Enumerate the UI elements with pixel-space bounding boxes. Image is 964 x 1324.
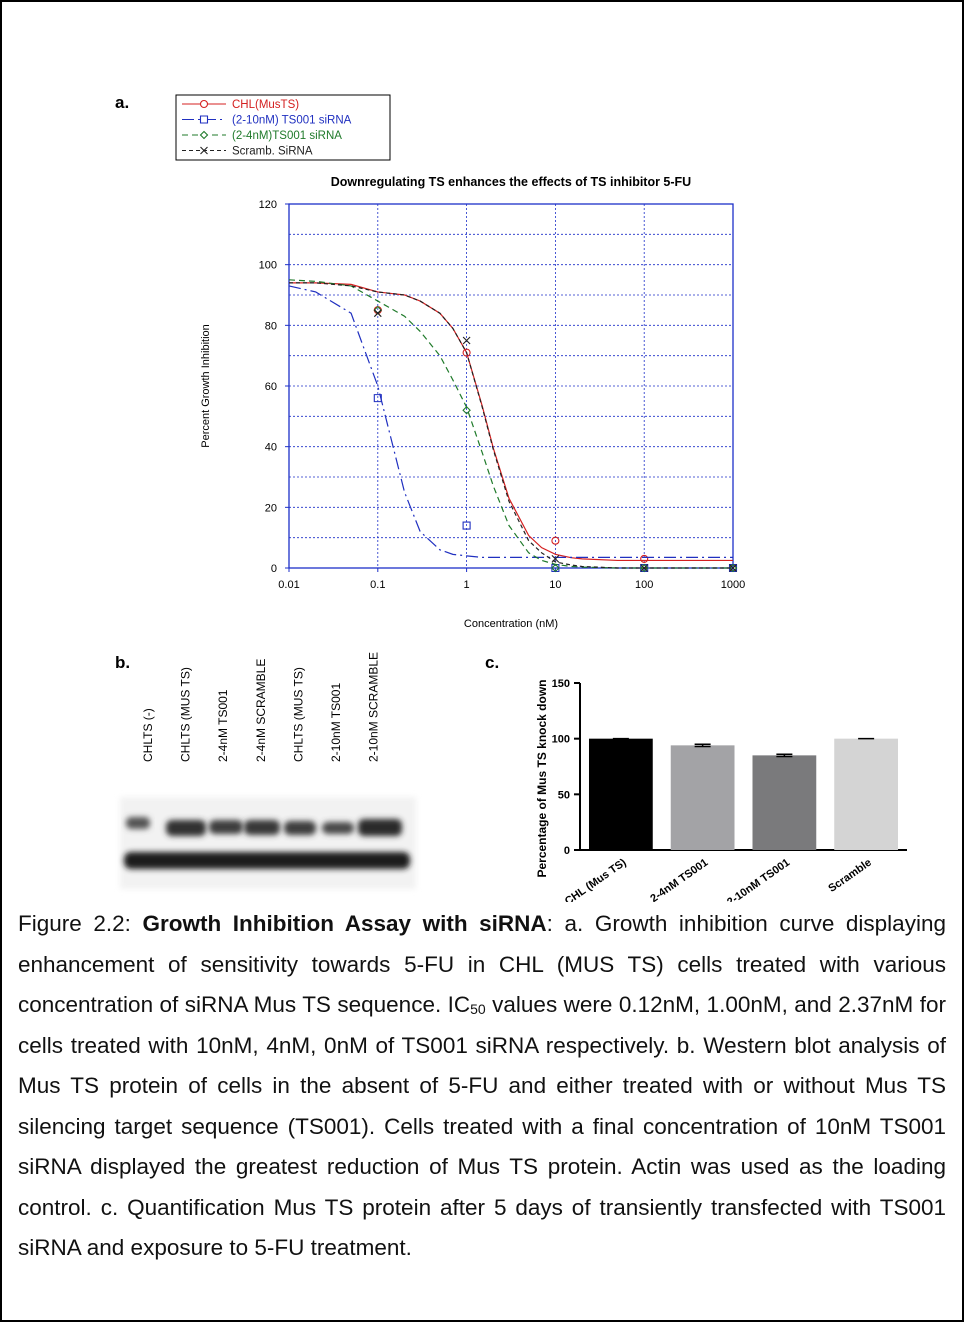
data-point (728, 563, 738, 573)
lane-label: 2-4nM SCRAMBLE (254, 659, 268, 762)
chart-title: Downregulating TS enhances the effects o… (331, 175, 691, 189)
figure: a. b. c. CHLTS (-) CHLTS (MUS TS) 2-4nM TS… (115, 93, 907, 902)
x-tick-label: 0.1 (370, 579, 385, 591)
y-tick-label: 80 (265, 320, 277, 332)
y-tick-label: 40 (265, 442, 277, 454)
bar (588, 738, 653, 850)
y-axis-label: Percentage of Mus TS knock down (535, 679, 549, 877)
y-tick-label: 20 (265, 502, 277, 514)
data-point (373, 394, 382, 403)
x-tick-label: 1000 (721, 579, 745, 591)
blot-band (284, 821, 316, 835)
caption-lead: Figure 2.2: (18, 911, 143, 936)
y-tick-label: 100 (552, 734, 570, 746)
data-point (551, 563, 560, 573)
legend-label: (2-10nM) TS001 siRNA (232, 115, 352, 127)
panel-label: a. (115, 93, 129, 112)
x-tick-label: Scramble (826, 857, 873, 895)
figure-caption: Figure 2.2: Growth Inhibition Assay with… (18, 904, 946, 1269)
blot-band (124, 852, 410, 869)
y-tick-label: 0 (271, 563, 277, 575)
data-point (639, 563, 649, 573)
x-axis-label: Concentration (nM) (464, 618, 558, 630)
blot-background (120, 797, 416, 889)
y-tick-label: 60 (265, 381, 277, 393)
legend-marker (200, 146, 208, 155)
legend-marker (199, 130, 209, 140)
legend-label: Scramb. SiRNA (232, 146, 313, 158)
lane-label: 2-4nM TS001 (216, 689, 230, 762)
data-point (373, 309, 382, 318)
data-point (462, 336, 471, 345)
data-point (551, 555, 560, 563)
x-tick-label: 2-4nM TS001 (648, 857, 710, 902)
error-bar (694, 743, 711, 748)
blot-band (209, 820, 243, 834)
legend-box (175, 94, 391, 161)
blot-band (322, 822, 354, 834)
y-tick-label: 150 (552, 678, 570, 690)
lane-label: CHLTS (-) (141, 708, 155, 762)
data-point (640, 554, 649, 563)
y-axis-label: Percent Growth Inhibition (200, 324, 212, 448)
blot-band (244, 820, 280, 835)
legend-marker (199, 99, 209, 109)
western-blot (120, 797, 416, 889)
x-tick-label: 10 (549, 579, 561, 591)
fit-curve (288, 285, 733, 558)
bar (752, 755, 817, 850)
blot-band (126, 817, 150, 829)
blot-band (166, 820, 206, 836)
lane-label: 2-10nM TS001 (329, 683, 343, 762)
caption-title: Growth Inhibition Assay with siRNA (142, 911, 547, 936)
data-point (462, 405, 471, 415)
error-bar (776, 753, 793, 758)
caption-text: values were 0.12nM, 1.00nM, and 2.37nM f… (18, 992, 946, 1260)
x-tick-label: 2-10nM TS001 (725, 857, 792, 902)
fit-curve (288, 279, 733, 569)
x-tick-label: 0.01 (278, 579, 299, 591)
data-point (640, 564, 649, 572)
caption-text: : a. Growth inhibition curve displaying … (18, 911, 946, 1017)
y-tick-label: 0 (564, 845, 570, 857)
x-tick-label: CHL (Mus TS) (563, 856, 629, 902)
fit-curve (289, 282, 733, 562)
plot-frame (288, 203, 734, 569)
data-point (729, 564, 737, 572)
legend-label: (2-4nM)TS001 siRNA (232, 130, 342, 142)
data-point (462, 348, 471, 357)
y-tick-label: 50 (558, 789, 570, 801)
panel-label: b. (115, 653, 130, 672)
y-tick-label: 100 (259, 260, 277, 272)
lane-label: 2-10nM SCRAMBLE (367, 652, 381, 762)
blot-band (358, 819, 402, 836)
fit-curve (289, 282, 733, 569)
caption-subscript: 50 (470, 1001, 486, 1017)
y-tick-label: 120 (259, 199, 277, 211)
legend-label: CHL(MusTS) (232, 99, 299, 111)
panel-label: c. (485, 653, 499, 672)
bar (670, 745, 735, 850)
lane-label: CHLTS (MUS TS) (179, 667, 193, 762)
data-point (551, 536, 560, 545)
data-point (462, 521, 471, 530)
x-tick-label: 1 (464, 579, 470, 591)
lane-label: CHLTS (MUS TS) (291, 667, 305, 762)
legend-marker (199, 115, 209, 124)
bar (834, 738, 899, 850)
x-tick-label: 100 (635, 579, 653, 591)
